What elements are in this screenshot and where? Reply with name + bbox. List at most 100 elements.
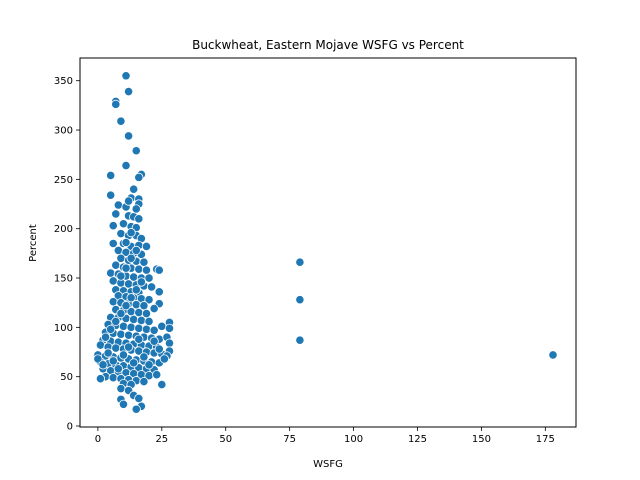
data-point: [108, 276, 118, 286]
data-point: [123, 196, 134, 206]
data-point: [136, 315, 146, 326]
data-point: [116, 308, 126, 319]
chart-title: Buckwheat, Eastern Mojave WSFG vs Percen…: [192, 38, 464, 52]
data-point: [131, 146, 141, 156]
y-tick-label: 250: [54, 175, 73, 186]
data-point: [118, 399, 129, 409]
data-point: [111, 316, 121, 327]
data-point: [141, 324, 152, 334]
data-point: [121, 71, 131, 81]
x-tick-label: 75: [283, 434, 296, 445]
data-point: [139, 352, 149, 362]
data-point: [126, 293, 136, 303]
data-point: [100, 332, 111, 342]
data-point: [164, 338, 175, 348]
data-point: [164, 323, 175, 333]
data-point: [111, 343, 121, 353]
data-point: [108, 238, 118, 249]
data-point: [93, 354, 103, 364]
data-point: [116, 229, 126, 239]
data-point: [116, 271, 126, 281]
data-point: [295, 295, 305, 305]
data-point: [157, 321, 167, 331]
data-point: [116, 329, 126, 339]
data-point: [129, 358, 139, 368]
data-point: [144, 273, 154, 283]
data-point: [129, 184, 139, 194]
data-point: [141, 241, 152, 252]
data-point: [129, 314, 139, 325]
data-point: [95, 340, 106, 350]
y-tick-label: 0: [67, 422, 73, 433]
x-tick-label: 125: [408, 434, 427, 445]
data-point: [126, 253, 136, 263]
data-point: [123, 131, 134, 141]
data-point: [108, 356, 118, 366]
data-point: [134, 323, 144, 333]
plot-frame: [79, 57, 577, 428]
data-point: [111, 209, 121, 219]
y-tick-label: 300: [54, 126, 73, 137]
data-point: [134, 334, 144, 344]
data-point: [118, 321, 129, 331]
data-point: [118, 219, 129, 229]
data-point: [146, 282, 157, 292]
y-tick-label: 150: [54, 274, 73, 285]
data-point: [118, 350, 129, 360]
data-point: [123, 86, 134, 97]
data-point: [123, 342, 134, 352]
data-point: [126, 228, 136, 238]
data-point: [121, 237, 131, 248]
y-tick-label: 350: [54, 76, 73, 87]
data-point: [116, 116, 126, 126]
data-point: [95, 374, 106, 384]
data-point: [144, 316, 154, 327]
data-point: [136, 277, 146, 287]
data-point: [108, 297, 118, 307]
data-point: [131, 404, 141, 414]
data-point: [113, 364, 123, 374]
data-point: [106, 324, 116, 334]
data-point: [141, 265, 152, 275]
data-point: [149, 336, 159, 346]
data-point: [116, 383, 126, 394]
data-point: [149, 325, 159, 335]
x-axis-label: WSFG: [313, 459, 343, 470]
x-tick-label: 150: [472, 434, 491, 445]
data-point: [139, 377, 149, 387]
y-axis-label: Percent: [28, 224, 39, 262]
data-point: [152, 370, 162, 380]
x-tick-label: 50: [219, 434, 232, 445]
y-tick-label: 50: [60, 372, 73, 383]
data-point: [103, 348, 113, 358]
data-point: [134, 393, 144, 403]
data-point: [134, 214, 144, 224]
data-point: [131, 285, 141, 295]
data-point: [144, 360, 154, 370]
data-point: [98, 360, 108, 370]
x-tick-label: 0: [95, 434, 101, 445]
data-point: [111, 99, 121, 109]
data-point: [159, 354, 169, 364]
x-tick-label: 175: [536, 434, 555, 445]
data-point: [126, 322, 136, 332]
data-point: [144, 295, 154, 305]
x-tick-label: 25: [155, 434, 168, 445]
data-point: [131, 245, 141, 255]
data-point: [154, 344, 164, 354]
data-point: [295, 257, 305, 267]
data-point: [154, 287, 164, 297]
data-point: [134, 264, 144, 274]
data-point: [106, 268, 116, 278]
data-point: [121, 263, 131, 273]
x-tick-label: 100: [344, 434, 363, 445]
data-point: [154, 265, 164, 275]
data-point: [149, 303, 159, 314]
data-point: [295, 335, 305, 345]
data-point: [111, 260, 121, 270]
data-point: [108, 221, 118, 231]
data-point: [121, 301, 131, 311]
data-point: [106, 170, 116, 181]
